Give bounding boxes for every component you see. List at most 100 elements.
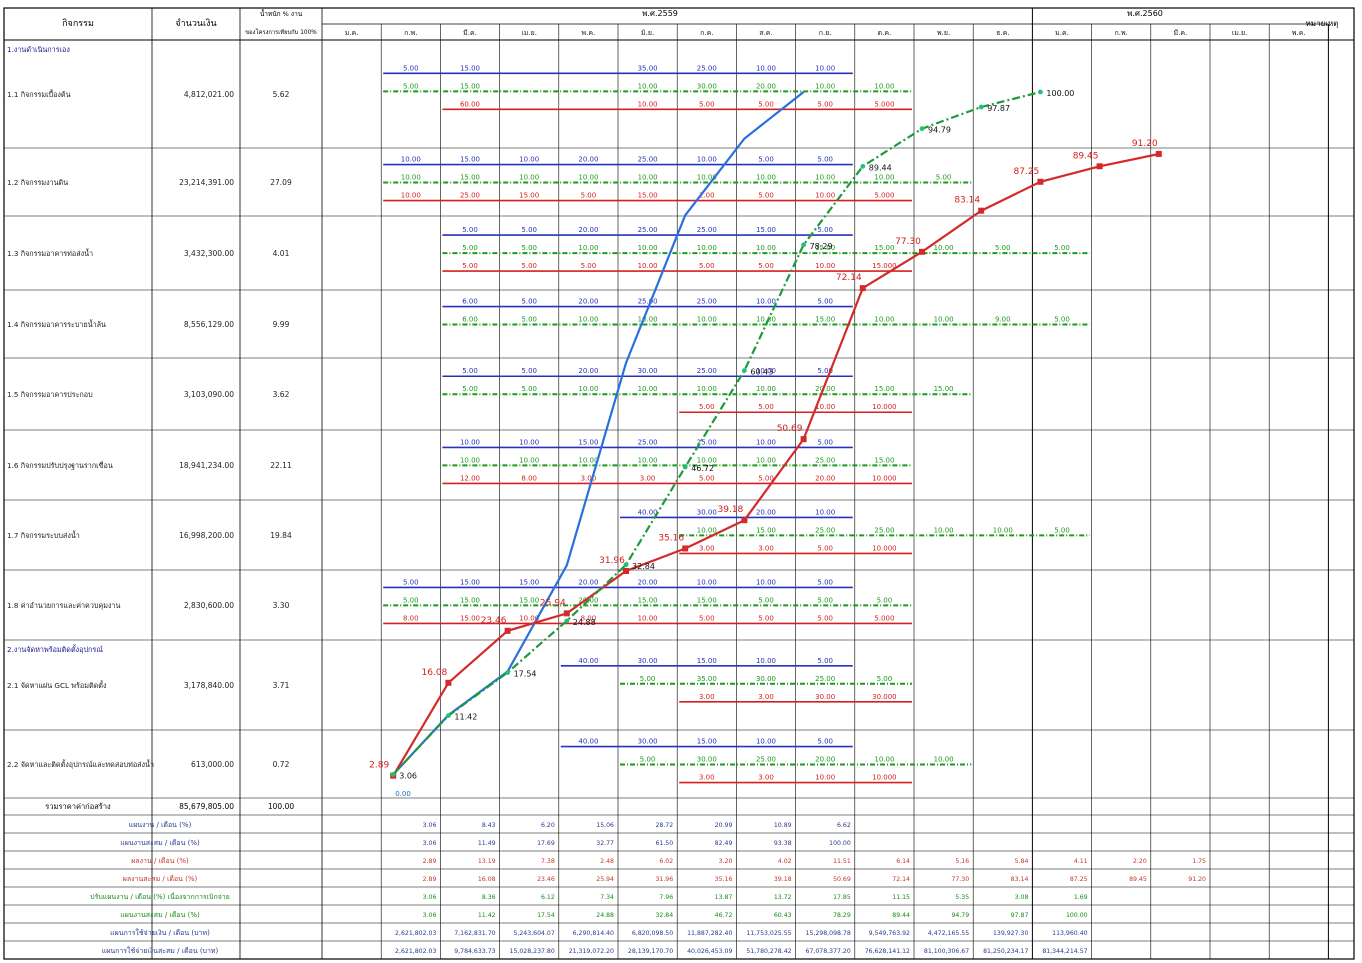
plan-bar-value: 30.00 (697, 508, 717, 516)
summary-value: 4,472,165.55 (928, 930, 969, 937)
summary-value: 5.35 (955, 894, 969, 901)
revised-plan-bar-value: 10.00 (874, 756, 894, 764)
revised-plan-bar-value: 25.00 (815, 675, 835, 683)
actual-bar-value: 10.000 (872, 544, 897, 552)
summary-value: 94.79 (951, 912, 969, 919)
summary-value: 3.06 (423, 912, 437, 919)
summary-value: 20.99 (715, 822, 733, 829)
revised-plan-bar-value: 10.00 (697, 174, 717, 182)
actual-bar-value: 3.00 (581, 474, 597, 482)
summary-value: 7,162,831.70 (454, 930, 495, 937)
revised-plan-bar-value: 15.00 (519, 596, 539, 604)
summary-value: 7.34 (600, 894, 614, 901)
summary-value: 3.08 (1015, 894, 1029, 901)
plan-bar-value: 25.00 (638, 226, 658, 234)
revised-plan-bar-value: 10.00 (578, 385, 598, 393)
series-label: 2.89 (369, 761, 389, 771)
summary-value: 8.36 (482, 894, 496, 901)
summary-label: แผนงาน / เดือน (%) (129, 821, 192, 829)
summary-value: 93.38 (774, 840, 792, 847)
series-point (445, 679, 452, 686)
revised-plan-bar-value: 10.00 (756, 174, 776, 182)
total-weight: 100.00 (268, 802, 294, 811)
summary-value: 76,628,141.12 (865, 948, 910, 955)
activity-weight: 22.11 (270, 461, 292, 470)
revised-plan-bar-value: 30.00 (697, 756, 717, 764)
summary-value: 6.20 (541, 822, 555, 829)
series-point (504, 627, 511, 634)
plan-bar-value: 10.00 (756, 438, 776, 446)
revised-plan-bar-value: 15.00 (815, 316, 835, 324)
plan-bar-value: 10.00 (460, 438, 480, 446)
summary-value: 13.19 (478, 858, 496, 865)
summary-value: 139,927.30 (993, 930, 1028, 937)
revised-plan-bar-value: 15.00 (460, 82, 480, 90)
summary-value: 13.72 (774, 894, 792, 901)
actual-bar-value: 3.00 (758, 774, 774, 782)
summary-value: 11.49 (478, 840, 496, 847)
series-label: 24.88 (573, 618, 596, 627)
plan-bar-value: 25.00 (638, 156, 658, 164)
series-label: 25.94 (540, 598, 566, 608)
plan-bar-value: 20.00 (578, 156, 598, 164)
summary-value: 72.14 (892, 876, 910, 883)
actual-bar-value: 2.00 (699, 192, 715, 200)
actual-bar-value: 5.00 (817, 614, 833, 622)
summary-value: 89.45 (1129, 876, 1147, 883)
summary-value: 3.20 (719, 858, 733, 865)
revised-plan-bar-value: 10.00 (697, 316, 717, 324)
summary-value: 32.84 (655, 912, 673, 919)
total-amount: 85,679,805.00 (179, 802, 234, 811)
series-point (860, 163, 866, 169)
revised-plan-bar-value: 15.00 (874, 244, 894, 252)
plan-bar-value: 10.00 (756, 578, 776, 586)
month-label: ก.ค. (700, 29, 713, 37)
series-point (1037, 178, 1044, 185)
actual-bar-value: 15.00 (519, 192, 539, 200)
activity-label: 1.8 ค่าอำนวยการและค่าควบคุมงาน (7, 601, 121, 610)
revised-plan-bar-value: 5.00 (403, 82, 419, 90)
summary-value: 2.48 (600, 858, 614, 865)
actual-bar-value: 10.00 (815, 262, 835, 270)
actual-bar-value: 3.00 (640, 474, 656, 482)
summary-value: 10.89 (774, 822, 792, 829)
plan-bar-value: 20.00 (578, 298, 598, 306)
revised-plan-bar-value: 10.00 (934, 244, 954, 252)
activity-rows: 1.งานดำเนินการเอง 1.1 กิจกรรมเบื้องต้น 4,8… (7, 45, 292, 769)
series-point (919, 248, 925, 255)
revised-plan-bar-value: 5.00 (462, 244, 478, 252)
header-weight-line1: น้ำหนัก % งาน (260, 9, 303, 18)
revised-plan-bar-value: 10.00 (578, 174, 598, 182)
summary-value: 11.51 (833, 858, 851, 865)
series-label: 17.54 (514, 670, 537, 679)
month-label: ก.ย. (819, 29, 832, 37)
series-point (682, 464, 688, 470)
actual-bar-value: 12.00 (460, 474, 480, 482)
month-label: มิ.ย. (641, 29, 654, 37)
plan-bar-value: 10.00 (815, 64, 835, 72)
summary-label: ผลงาน / เดือน (%) (131, 857, 189, 865)
series-label: 100.00 (1046, 89, 1074, 98)
activity-amount: 4,812,021.00 (184, 90, 234, 99)
summary-value: 1.69 (1074, 894, 1088, 901)
month-label: ก.พ. (1115, 29, 1128, 37)
series-point (741, 517, 748, 524)
summary-value: 6,290,814.40 (573, 930, 614, 937)
chart-start-label: 0.00 (395, 790, 411, 798)
series-label: 32.84 (632, 562, 655, 571)
actual-bar-value: 5.000 (874, 100, 894, 108)
summary-value: 17.85 (833, 894, 851, 901)
activity-label: 1.6 กิจกรรมปรับปรุงฐานรากเขื่อน (7, 461, 113, 470)
revised-plan-bar-value: 10.00 (756, 456, 776, 464)
summary-value: 97.87 (1011, 912, 1029, 919)
summary-value: 81,100,306.67 (924, 948, 969, 955)
actual-bar-value: 5.00 (699, 100, 715, 108)
activity-weight: 3.71 (273, 681, 290, 690)
revised-plan-bar-value: 15.00 (815, 244, 835, 252)
summary-value: 51,780,278.42 (746, 948, 791, 955)
plan-bar-value: 30.00 (638, 367, 658, 375)
actual-bar-value: 10.00 (815, 192, 835, 200)
summary-value: 6,820,098.50 (632, 930, 673, 937)
series-point (446, 713, 451, 719)
